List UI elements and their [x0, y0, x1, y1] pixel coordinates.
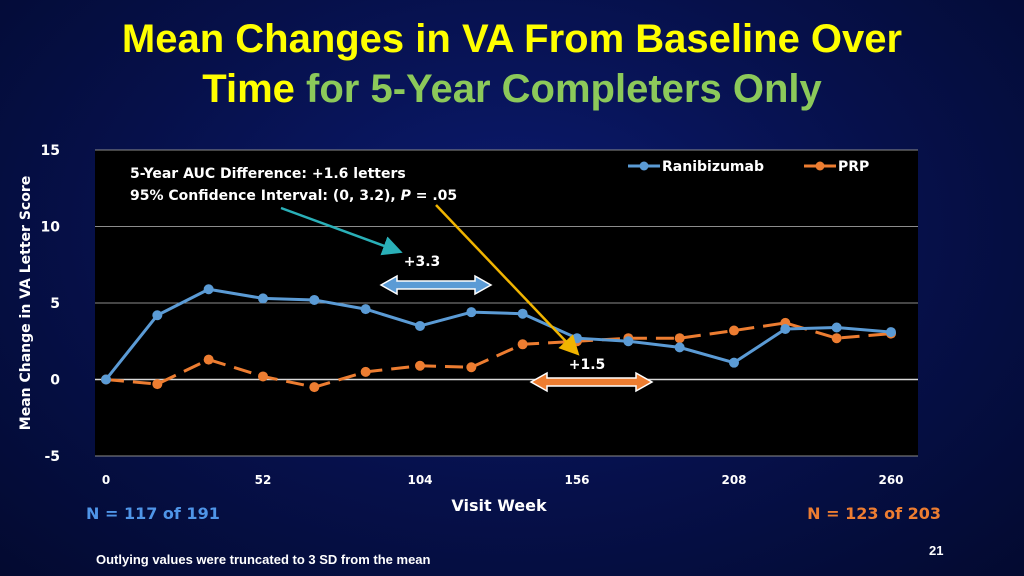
title-line-2: Time for 5-Year Completers Only	[0, 64, 1024, 114]
orange-double-arrow	[529, 371, 654, 393]
data-point-ranibizumab	[360, 304, 371, 315]
data-point-ranibizumab	[258, 293, 268, 304]
footnote: Outlying values were truncated to 3 SD f…	[96, 552, 431, 567]
y-axis-label: Mean Change in VA Letter Score	[18, 176, 34, 430]
data-point-ranibizumab	[101, 374, 111, 385]
data-point-prp	[674, 333, 685, 344]
data-point-ranibizumab	[729, 357, 739, 368]
legend-marker-ranibizumab	[639, 161, 649, 171]
data-point-ranibizumab	[152, 310, 163, 321]
difference-label-early: +3.3	[404, 254, 441, 270]
data-point-ranibizumab	[203, 284, 214, 295]
data-point-prp	[729, 325, 739, 336]
data-point-prp	[152, 379, 163, 390]
data-point-prp	[831, 333, 842, 344]
data-point-ranibizumab	[886, 327, 896, 338]
slide-number: 21	[929, 543, 944, 558]
data-point-prp	[466, 362, 477, 373]
x-tick-label: 52	[255, 473, 272, 487]
legend-marker-prp	[815, 161, 825, 171]
title-line-1: Mean Changes in VA From Baseline Over	[0, 14, 1024, 64]
y-tick-label: 5	[50, 296, 60, 312]
data-point-ranibizumab	[831, 322, 842, 333]
data-point-prp	[415, 360, 425, 371]
difference-arrow-late: +1.5	[529, 357, 654, 393]
data-point-prp	[203, 354, 214, 365]
title-part-3: for 5-Year Completers Only	[306, 67, 822, 111]
series-line-ranibizumab	[104, 287, 892, 381]
cyan-pointer-arrow	[280, 206, 403, 256]
data-point-ranibizumab	[572, 333, 582, 344]
data-point-prp	[360, 366, 371, 377]
data-point-ranibizumab	[466, 307, 477, 318]
x-tick-label: 156	[564, 473, 589, 487]
legend-label-prp: PRP	[838, 159, 869, 175]
ci-text-b: = .05	[411, 188, 457, 204]
y-tick-label: 0	[50, 373, 60, 389]
x-tick-label: 104	[407, 473, 432, 487]
x-tick-label: 260	[878, 473, 903, 487]
x-tick-label: 208	[721, 473, 746, 487]
title-part-1: Mean Changes in VA From Baseline Over	[121, 17, 903, 61]
difference-label-late: +1.5	[569, 357, 606, 373]
ci-text-a: 95% Confidence Interval: (0, 3.2),	[130, 188, 401, 204]
blue-double-arrow	[379, 274, 493, 296]
data-point-ranibizumab	[674, 342, 685, 353]
gridlines	[95, 149, 918, 457]
n-prp: N = 123 of 203	[807, 504, 941, 523]
n-ranibizumab: N = 117 of 191	[86, 504, 220, 523]
title-part-2: Time	[202, 67, 295, 111]
confidence-interval-text: 95% Confidence Interval: (0, 3.2), P = .…	[130, 188, 457, 204]
y-axis-ticks: 15 10 5 0 -5	[41, 143, 61, 465]
data-point-prp	[258, 371, 268, 382]
y-tick-label: 10	[41, 220, 61, 236]
ci-text-p: P	[401, 188, 412, 204]
data-point-ranibizumab	[780, 324, 791, 335]
legend: Ranibizumab PRP	[628, 159, 869, 175]
x-axis-ticks: 0 52 104 156 208 260	[102, 473, 904, 487]
gold-pointer-arrow	[435, 204, 580, 356]
data-point-prp	[309, 382, 320, 393]
y-tick-label: 15	[41, 143, 60, 159]
x-axis-label: Visit Week	[451, 496, 547, 515]
data-point-prp	[517, 339, 528, 350]
difference-arrow-early: +3.3	[379, 254, 493, 296]
y-tick-label: -5	[44, 449, 60, 465]
data-point-ranibizumab	[415, 320, 425, 331]
data-point-ranibizumab	[623, 336, 634, 347]
data-point-ranibizumab	[309, 294, 320, 305]
x-tick-label: 0	[102, 473, 110, 487]
auc-difference-text: 5-Year AUC Difference: +1.6 letters	[130, 166, 406, 182]
series-line-prp	[105, 321, 892, 389]
data-point-ranibizumab	[517, 308, 528, 319]
legend-label-ranibizumab: Ranibizumab	[662, 159, 764, 175]
slide-title: Mean Changes in VA From Baseline Over Ti…	[0, 14, 1024, 114]
data-series	[101, 284, 896, 393]
